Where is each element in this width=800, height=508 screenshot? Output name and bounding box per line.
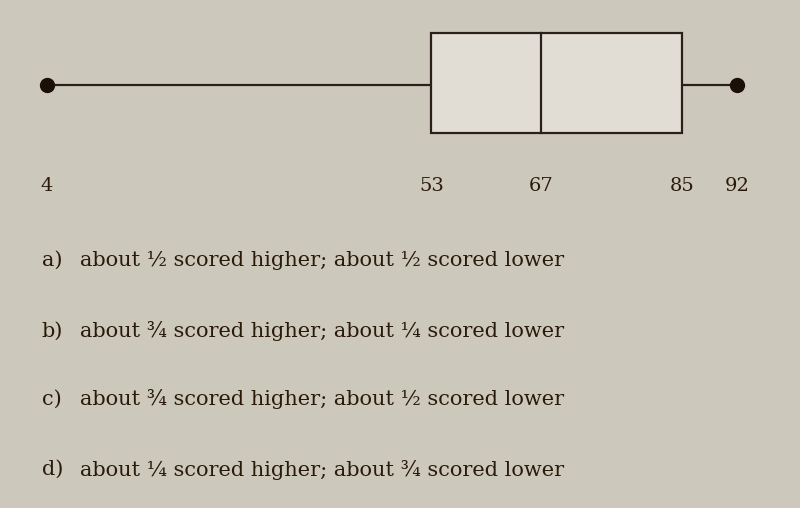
Point — [41, 80, 54, 88]
Text: about ¾ scored higher; about ¼ scored lower: about ¾ scored higher; about ¼ scored lo… — [80, 321, 564, 341]
Text: c): c) — [42, 390, 62, 408]
Text: d): d) — [42, 460, 63, 479]
Text: b): b) — [42, 322, 63, 341]
Text: about ¼ scored higher; about ¾ scored lower: about ¼ scored higher; about ¾ scored lo… — [80, 460, 564, 480]
Text: 67: 67 — [529, 177, 554, 195]
Text: 85: 85 — [670, 177, 694, 195]
Point — [731, 80, 744, 88]
Text: 92: 92 — [725, 177, 750, 195]
Text: 4: 4 — [41, 177, 54, 195]
Text: 53: 53 — [419, 177, 444, 195]
Text: a): a) — [42, 251, 62, 270]
Bar — [431, 33, 682, 133]
Text: about ½ scored higher; about ½ scored lower: about ½ scored higher; about ½ scored lo… — [80, 251, 564, 270]
Text: about ¾ scored higher; about ½ scored lower: about ¾ scored higher; about ½ scored lo… — [80, 389, 564, 409]
